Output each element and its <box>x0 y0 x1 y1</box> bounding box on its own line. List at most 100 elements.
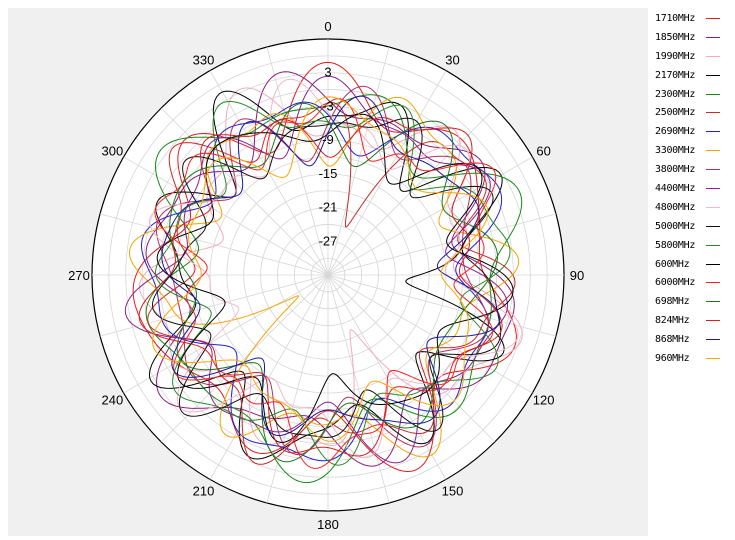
angle-tick-label: 300 <box>102 144 124 159</box>
series-line-2300MHz <box>145 94 523 484</box>
legend-item: 3300MHz <box>655 141 735 160</box>
grid-ring <box>310 257 346 293</box>
series-line-868MHz <box>161 95 501 437</box>
series-line-1990MHz <box>139 87 523 447</box>
angle-tick-label: 90 <box>570 268 584 283</box>
legend-label: 5800MHz <box>655 239 696 251</box>
legend-label: 6000MHz <box>655 277 696 289</box>
series-line-2170MHz <box>148 90 505 460</box>
legend-item: 1850MHz <box>655 28 735 47</box>
legend-item: 600MHz <box>655 255 735 274</box>
legend-swatch <box>706 17 720 19</box>
angle-tick-label: 120 <box>533 393 555 408</box>
legend-swatch <box>706 225 720 227</box>
series-line-600MHz <box>156 113 514 444</box>
series-line-4400MHz <box>124 75 508 464</box>
series-line-960MHz <box>151 96 489 442</box>
legend-item: 868MHz <box>655 330 735 349</box>
radial-tick-label: 3 <box>324 65 331 80</box>
legend-item: 5800MHz <box>655 236 735 255</box>
grid-ring <box>108 55 548 495</box>
legend-label: 868MHz <box>655 334 690 346</box>
series-line-5800MHz <box>154 101 511 466</box>
legend-item: 2500MHz <box>655 103 735 122</box>
legend-label: 4800MHz <box>655 201 696 213</box>
legend-swatch <box>706 93 720 95</box>
angle-tick-label: 270 <box>68 268 90 283</box>
legend-label: 1710MHz <box>655 12 696 24</box>
angle-tick-label: 180 <box>317 517 339 532</box>
legend: 1710MHz 1850MHz 1990MHz 2170MHz 2300MHz 2500M… <box>655 9 735 368</box>
grid-ring <box>243 190 413 360</box>
legend-item: 5000MHz <box>655 217 735 236</box>
legend-swatch <box>706 244 720 246</box>
legend-item: 2170MHz <box>655 66 735 85</box>
legend-item: 2690MHz <box>655 122 735 141</box>
legend-swatch <box>706 131 720 133</box>
legend-label: 600MHz <box>655 258 690 270</box>
legend-swatch <box>706 206 720 208</box>
legend-swatch <box>706 55 720 57</box>
legend-swatch <box>706 150 720 152</box>
series-line-1850MHz <box>145 71 515 467</box>
radial-tick-label: -9 <box>322 132 334 147</box>
series-line-698MHz <box>169 102 498 463</box>
angle-tick-label: 150 <box>442 484 464 499</box>
legend-label: 1850MHz <box>655 31 696 43</box>
legend-swatch <box>706 357 720 359</box>
polar-chart: 3 -3 -9 -15 -21 -27 0 30 60 90 120 150 180 210 240 270 3… <box>68 19 584 532</box>
grid-ring <box>293 240 363 310</box>
legend-item: 960MHz <box>655 349 735 368</box>
legend-item: 6000MHz <box>655 273 735 292</box>
angle-tick-label: 330 <box>193 52 215 67</box>
angle-tick-label: 30 <box>445 52 459 67</box>
legend-item: 1990MHz <box>655 47 735 66</box>
legend-swatch <box>706 169 720 171</box>
legend-item: 1710MHz <box>655 9 735 28</box>
legend-label: 3800MHz <box>655 164 696 176</box>
grid-ring <box>277 224 379 326</box>
legend-label: 698MHz <box>655 296 690 308</box>
legend-swatch <box>706 263 720 265</box>
grid-ring <box>226 173 430 377</box>
series-line-824MHz <box>138 117 503 457</box>
legend-item: 698MHz <box>655 292 735 311</box>
legend-label: 2300MHz <box>655 88 696 100</box>
legend-label: 2170MHz <box>655 69 696 81</box>
legend-item: 824MHz <box>655 311 735 330</box>
radial-tick-label: -3 <box>322 98 334 113</box>
angle-tick-label: 0 <box>324 19 331 34</box>
legend-label: 5000MHz <box>655 220 696 232</box>
legend-label: 960MHz <box>655 352 690 364</box>
label-layer: 3 -3 -9 -15 -21 -27 0 30 60 90 120 150 180 210 240 270 3… <box>68 19 584 532</box>
angle-tick-label: 210 <box>193 484 215 499</box>
plot-area: 3 -3 -9 -15 -21 -27 0 30 60 90 120 150 180 210 240 270 3… <box>8 8 648 536</box>
legend-swatch <box>706 339 720 341</box>
legend-label: 4400MHz <box>655 182 696 194</box>
radial-tick-label: -27 <box>319 233 338 248</box>
legend-swatch <box>706 36 720 38</box>
series-line-6000MHz <box>154 98 497 469</box>
legend-swatch <box>706 282 720 284</box>
grid-ring <box>260 207 396 343</box>
legend-swatch <box>706 112 720 114</box>
legend-label: 2500MHz <box>655 107 696 119</box>
legend-item: 2300MHz <box>655 85 735 104</box>
legend-swatch <box>706 301 720 303</box>
legend-item: 4400MHz <box>655 179 735 198</box>
grid-ring <box>125 72 531 478</box>
legend-item: 3800MHz <box>655 160 735 179</box>
legend-label: 824MHz <box>655 315 690 327</box>
legend-item: 4800MHz <box>655 198 735 217</box>
legend-label: 2690MHz <box>655 126 696 138</box>
angle-tick-label: 60 <box>536 144 550 159</box>
radial-tick-label: -21 <box>319 200 338 215</box>
radial-tick-label: -15 <box>319 166 338 181</box>
legend-swatch <box>706 320 720 322</box>
series-layer <box>124 61 523 484</box>
legend-label: 3300MHz <box>655 145 696 157</box>
legend-swatch <box>706 187 720 189</box>
angle-tick-label: 240 <box>102 393 124 408</box>
legend-swatch <box>706 74 720 76</box>
legend-label: 1990MHz <box>655 50 696 62</box>
